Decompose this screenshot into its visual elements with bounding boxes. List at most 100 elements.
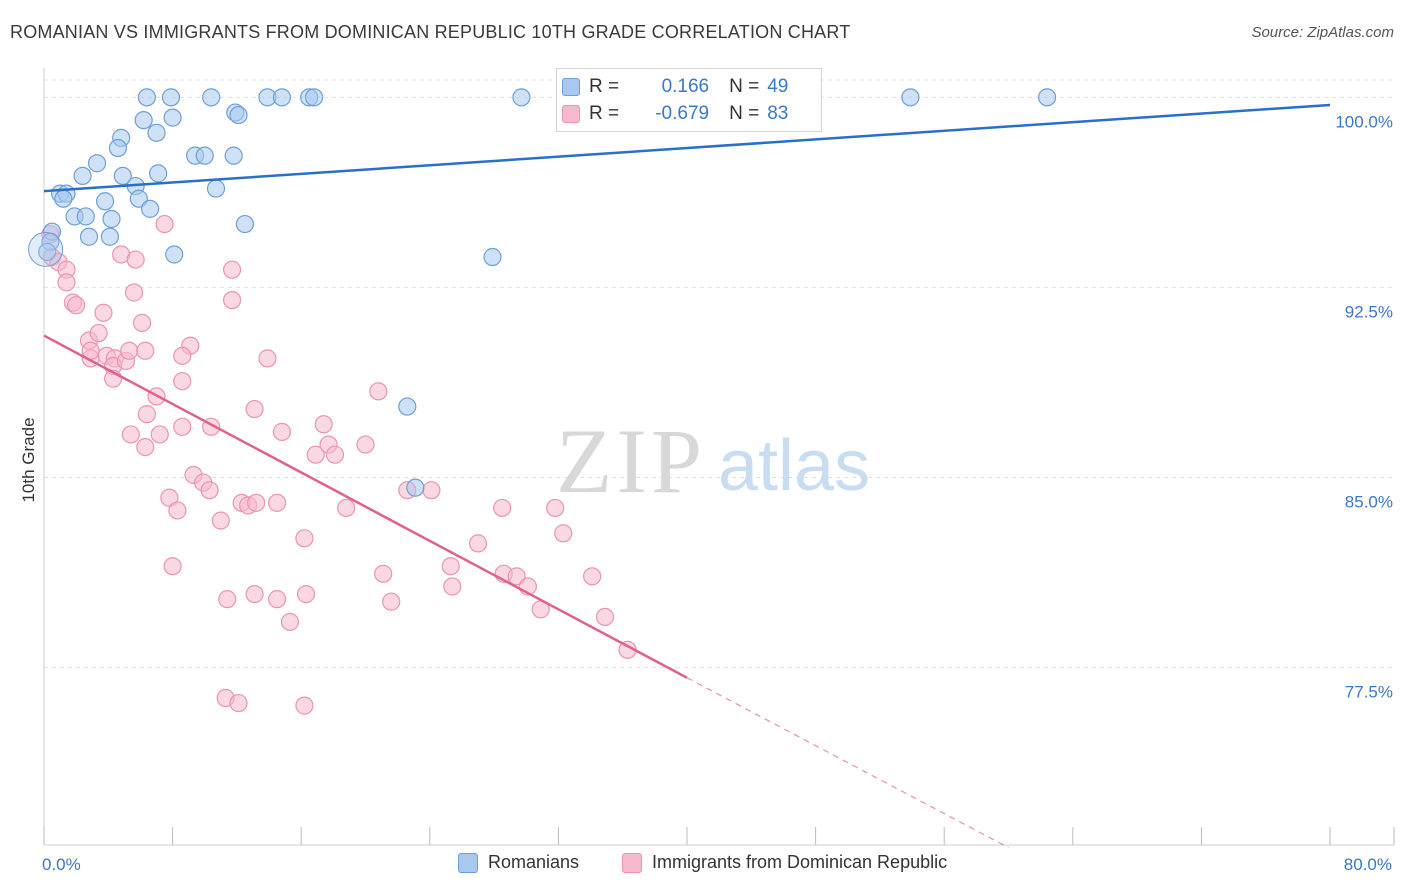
y-tick-label: 92.5% — [1345, 302, 1393, 321]
dominican-point — [280, 612, 300, 632]
romanian-point — [140, 199, 160, 218]
dominican-point — [229, 693, 248, 713]
legend-swatch-blue — [562, 78, 580, 96]
y-tick-label: 85.0% — [1345, 493, 1393, 512]
dominican-point — [493, 498, 512, 518]
romanian-point — [79, 227, 99, 246]
series-dominican-points — [41, 214, 637, 715]
watermark-zip: ZIP — [556, 410, 706, 512]
dominican-point — [258, 349, 277, 368]
dominican-point — [314, 415, 333, 434]
dominican-point — [507, 567, 526, 586]
romanian-point — [113, 166, 132, 186]
dominican-point — [211, 511, 230, 530]
bottom-swatch-blue — [458, 852, 478, 873]
bottom-swatch-pink — [622, 852, 642, 873]
legend-n-label: N = — [729, 76, 760, 97]
dominican-point — [222, 290, 242, 310]
legend-row-dominican: R = -0.679 N = 83 — [562, 102, 789, 126]
legend-r-label: R = — [589, 103, 620, 124]
dominican-point — [120, 341, 139, 360]
dominican-point — [57, 273, 76, 292]
romanian-point — [512, 88, 531, 107]
dominican-point — [136, 341, 155, 360]
x-tick-label: 0.0% — [42, 855, 81, 874]
romanian-point — [224, 146, 243, 165]
dominican-point — [124, 283, 144, 302]
dominican-point — [356, 435, 375, 454]
romanian-point — [76, 207, 95, 226]
romanian-point — [54, 189, 73, 208]
dominican-point — [295, 696, 314, 715]
dominican-point — [89, 323, 108, 343]
romanian-point — [147, 123, 166, 142]
correlation-legend: R = 0.166 N = 49 R = -0.679 N = 83 — [556, 68, 822, 132]
dominican-point — [200, 481, 219, 500]
y-tick-label: 77.5% — [1345, 683, 1393, 702]
dominican-point — [369, 382, 388, 401]
dominican-point — [583, 567, 602, 586]
romanian-point-large — [28, 231, 64, 267]
dominican-point — [132, 313, 152, 333]
dominican-point — [546, 498, 565, 518]
dominican-point — [136, 437, 155, 457]
legend-r-label: R = — [589, 76, 620, 97]
romanian-point — [129, 189, 148, 208]
dominican-point — [554, 524, 573, 543]
dominican-point — [382, 592, 401, 611]
axes — [43, 68, 1395, 846]
romanian-point — [202, 88, 221, 107]
dominican-point — [267, 493, 287, 512]
legend-n-value: 49 — [767, 76, 789, 97]
dominican-point — [337, 498, 356, 518]
romanian-point — [195, 146, 214, 165]
romanian-point — [398, 397, 417, 416]
dominican-point — [247, 493, 266, 512]
romanian-point — [406, 478, 425, 497]
romanian-point — [229, 105, 248, 125]
y-axis-label: 10th Grade — [19, 417, 38, 502]
romanian-point — [102, 209, 121, 229]
watermark-atlas: atlas — [718, 426, 870, 506]
romanian-point — [108, 138, 128, 158]
dominican-point — [218, 590, 237, 609]
dominican-point — [155, 214, 174, 234]
romanian-point — [206, 179, 226, 198]
romanian-point — [100, 227, 120, 246]
romanian-point — [137, 88, 156, 107]
dominican-point — [121, 425, 140, 444]
romanian-point — [73, 166, 92, 186]
romanian-point — [1037, 88, 1057, 107]
romanian-point — [165, 245, 184, 264]
legend-swatch-pink — [562, 105, 580, 123]
dominican-point — [272, 422, 292, 441]
romanian-point — [161, 88, 181, 107]
romanian-point — [304, 88, 324, 107]
romanians-trend-line — [43, 103, 1331, 193]
dominican-point — [267, 590, 287, 609]
dominican-point — [150, 425, 169, 444]
dominican-point — [126, 250, 145, 269]
dominican-point — [325, 445, 345, 464]
romanian-point — [272, 88, 292, 107]
bottom-legend-label: Romanians — [488, 852, 580, 872]
dominican-trend-extension — [686, 677, 1009, 849]
source-label: Source: ZipAtlas.com — [1251, 24, 1394, 41]
romanian-point — [38, 242, 57, 262]
grid-lines — [44, 79, 1394, 669]
bottom-legend-label: Immigrants from Dominican Republic — [652, 852, 948, 872]
dominican-point — [595, 607, 615, 627]
dominican-point — [245, 584, 264, 604]
dominican-point — [222, 260, 242, 279]
trend-lines — [43, 103, 1331, 849]
bottom-legend-romanians: Romanians — [458, 852, 579, 873]
legend-n-label: N = — [729, 103, 760, 124]
legend-n-value: 83 — [767, 103, 789, 124]
dominican-point — [168, 501, 187, 520]
dominican-point — [296, 584, 316, 604]
dominican-point — [163, 557, 182, 576]
tick-labels: 77.5% 85.0% 92.5% 100.0% 0.0% 80.0% — [42, 112, 1393, 874]
romanian-point — [95, 192, 115, 211]
romanian-point — [87, 154, 107, 173]
